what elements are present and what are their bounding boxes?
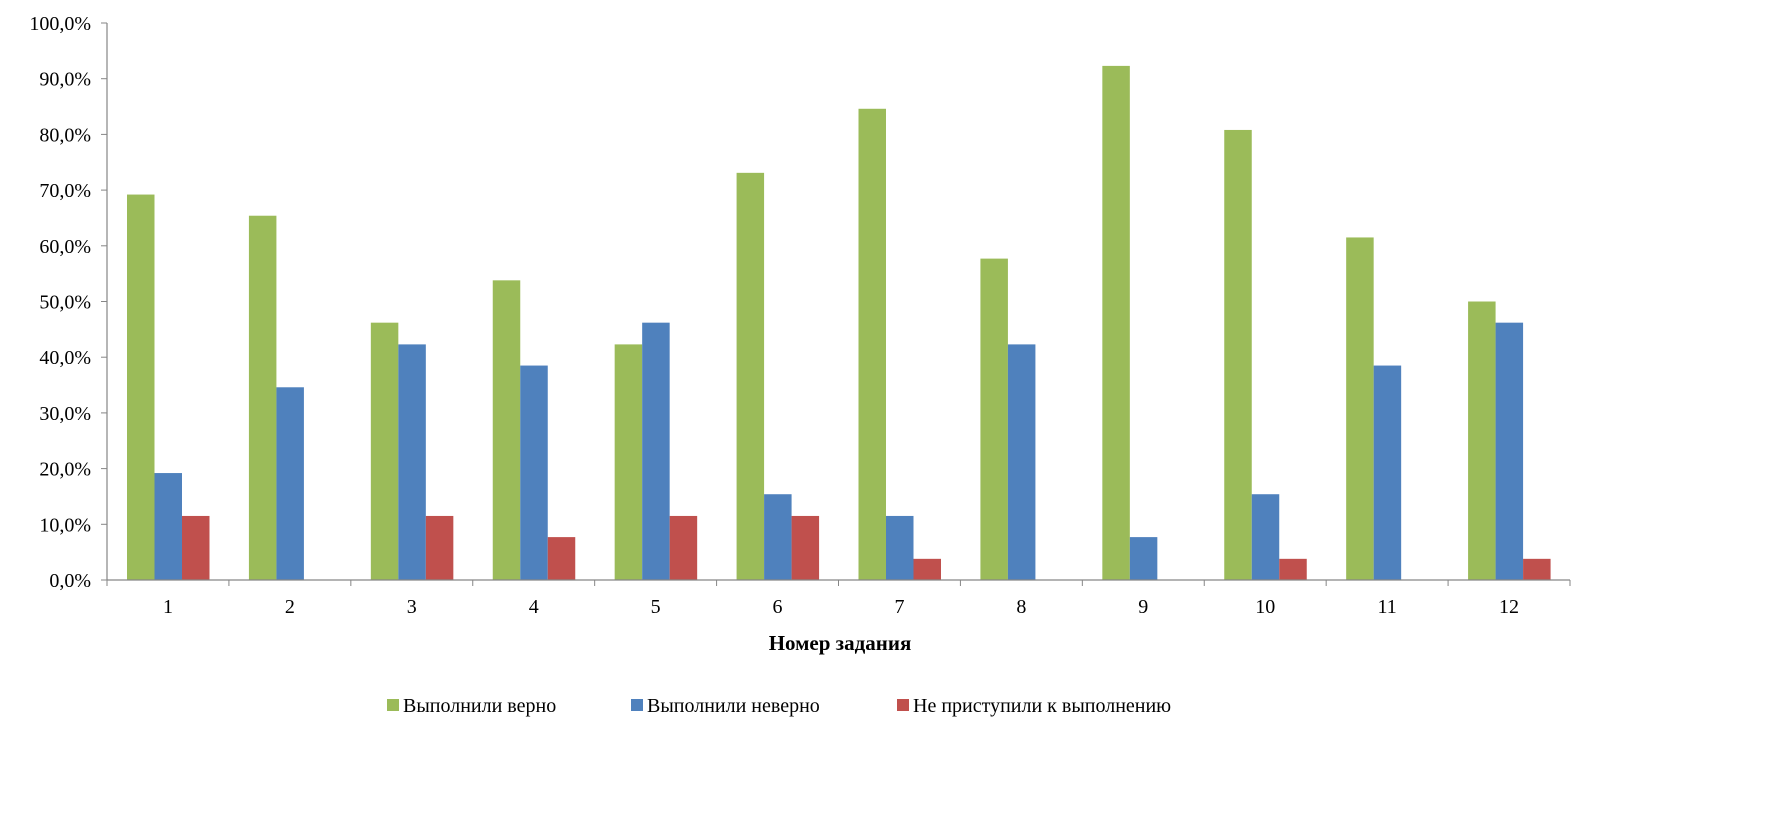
- y-tick-label: 30,0%: [39, 403, 91, 425]
- legend-swatch: [897, 699, 909, 711]
- bar-series-1-cat-12: [1468, 301, 1496, 580]
- y-tick-label: 50,0%: [39, 292, 91, 314]
- bar-series-2-cat-4: [520, 365, 548, 580]
- bar-series-2-cat-11: [1373, 365, 1402, 580]
- y-tick-label: 20,0%: [39, 459, 91, 481]
- x-tick-label: 7: [894, 596, 904, 618]
- legend-swatch: [631, 699, 643, 711]
- legend: Выполнили верно Выполнили неверно Не прист…: [387, 695, 1171, 717]
- bar-series-2-cat-5: [642, 322, 670, 580]
- bar-series-2-cat-3: [398, 344, 426, 580]
- x-tick-label: 5: [651, 596, 661, 618]
- y-tick-label: 0,0%: [49, 570, 91, 592]
- x-axis-title: Номер задания: [769, 631, 912, 655]
- bar-series-1-cat-3: [370, 322, 399, 580]
- x-axis-ticks: 1 2 3 4 5 6 7 8 9 10 11 12: [106, 580, 1571, 618]
- bar-series-2-cat-6: [764, 494, 792, 580]
- bar-series-2-cat-8: [1007, 344, 1036, 580]
- x-tick-label: 12: [1499, 596, 1519, 618]
- x-tick-label: 1: [163, 596, 173, 618]
- bar-series-2-cat-12: [1495, 322, 1524, 580]
- bar-series-3-cat-7: [913, 558, 941, 580]
- bar-series-3-cat-12: [1523, 558, 1551, 580]
- y-axis-ticks: 0,0% 10,0% 20,0% 30,0% 40,0% 50,0% 60,0% 70,0% 8…: [29, 13, 107, 592]
- x-tick-label: 2: [285, 596, 295, 618]
- bar-series-1-cat-11: [1346, 237, 1374, 580]
- bar-series-2-cat-9: [1129, 537, 1158, 580]
- bar-series-1-cat-1: [127, 194, 155, 580]
- bar-series-1-cat-8: [980, 258, 1008, 580]
- y-tick-label: 80,0%: [39, 124, 91, 146]
- y-tick-label: 60,0%: [39, 236, 91, 258]
- y-tick-label: 40,0%: [39, 347, 91, 369]
- x-tick-label: 6: [773, 596, 783, 618]
- y-tick-label: 100,0%: [29, 13, 91, 35]
- y-tick-label: 90,0%: [39, 69, 91, 91]
- bar-series-1-cat-7: [858, 108, 886, 580]
- legend-label: Выполнили неверно: [647, 695, 820, 717]
- x-tick-label: 8: [1016, 596, 1026, 618]
- bar-series-1-cat-10: [1224, 129, 1252, 580]
- bar-series-3-cat-3: [425, 515, 454, 580]
- y-tick-label: 70,0%: [39, 180, 91, 202]
- y-tick-label: 10,0%: [39, 514, 91, 536]
- x-tick-label: 3: [407, 596, 417, 618]
- bar-series-1-cat-9: [1102, 65, 1130, 581]
- bar-series-group: [127, 65, 1551, 581]
- bar-series-2-cat-2: [276, 387, 304, 580]
- legend-label: Не приступили к выполнению: [913, 695, 1171, 717]
- bar-series-1-cat-5: [614, 344, 643, 580]
- bar-series-1-cat-2: [248, 215, 277, 581]
- legend-swatch: [387, 699, 399, 711]
- x-tick-label: 11: [1377, 596, 1396, 618]
- x-tick-label: 9: [1138, 596, 1148, 618]
- bar-series-2-cat-10: [1251, 494, 1280, 580]
- x-tick-label: 10: [1255, 596, 1275, 618]
- bar-series-3-cat-4: [547, 537, 576, 580]
- bar-series-2-cat-7: [886, 515, 914, 580]
- bar-series-3-cat-1: [182, 515, 210, 580]
- bar-series-3-cat-10: [1279, 558, 1307, 580]
- bar-series-1-cat-6: [736, 172, 765, 580]
- legend-label: Выполнили верно: [403, 695, 556, 717]
- bar-series-1-cat-4: [492, 280, 521, 580]
- bar-series-2-cat-1: [154, 473, 182, 580]
- bar-series-3-cat-6: [791, 515, 820, 580]
- x-tick-label: 4: [529, 596, 539, 618]
- bar-series-3-cat-5: [669, 515, 698, 580]
